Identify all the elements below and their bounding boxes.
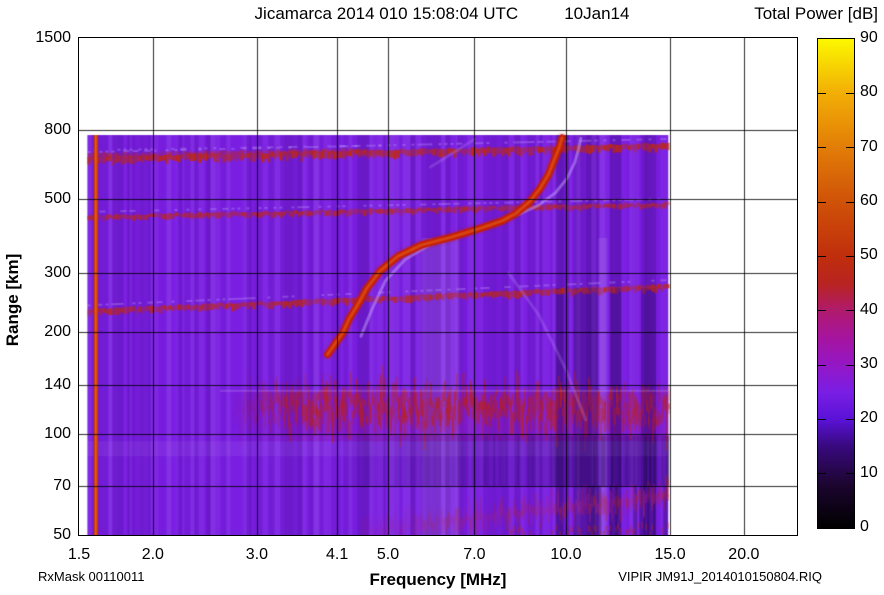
colorbar-tick-mark [846,255,854,257]
colorbar-tick-label: 20 [860,409,878,427]
y-tick-label: 300 [44,264,71,282]
y-tick-label: 50 [53,526,71,543]
colorbar-tick-mark [818,201,826,203]
colorbar-tick-mark [818,364,826,366]
x-tick-label: 5.0 [376,546,400,563]
colorbar-tick-mark [846,364,854,366]
colorbar-tick-mark [846,418,854,420]
colorbar-tick-label: 40 [860,300,878,318]
colorbar-tick-label: 60 [860,192,878,209]
y-tick-label: 1500 [35,29,71,46]
x-axis-label: Frequency [MHz] [369,570,507,589]
colorbar-tick-label: 90 [860,29,878,46]
y-tick-label: 100 [44,424,71,442]
page-title: Jicamarca 2014 010 15:08:04 UTC 10Jan14 [0,4,884,24]
colorbar-tick-mark [846,473,854,475]
colorbar-tick-mark [818,255,826,257]
x-tick-label: 20.0 [728,546,760,563]
colorbar-title: Total Power [dB] [754,4,878,23]
y-tick-label: 200 [44,323,71,341]
y-tick-label: 140 [44,375,71,393]
title-date: 10Jan14 [564,4,630,23]
colorbar-tick-mark [846,201,854,203]
y-tick-label: 70 [53,476,71,494]
colorbar-tick-label: 0 [860,518,869,535]
ionogram-heatmap [79,38,797,535]
x-tick-label: 15.0 [654,546,686,563]
x-tick-label: 7.0 [463,546,486,563]
colorbar-tick-label: 50 [860,246,878,264]
file-id-annotation: VIPIR JM91J_2014010150804.RIQ [618,569,822,584]
x-tick-label: 4.1 [325,546,349,563]
colorbar-tick-mark [846,92,854,94]
x-tick-label: 10.0 [550,546,582,563]
colorbar-tick-label: 10 [860,463,878,481]
colorbar-tick-label: 80 [860,83,878,101]
colorbar-tick-label: 70 [860,137,878,155]
x-tick-label: 1.5 [67,546,91,563]
title-text: Jicamarca 2014 010 15:08:04 UTC [254,4,519,23]
colorbar-tick-label: 30 [860,355,878,372]
rxmask-annotation: RxMask 00110011 [38,569,145,584]
x-tick-label: 3.0 [245,546,269,563]
colorbar-tick-mark [818,418,826,420]
x-tick-label: 2.0 [141,546,164,563]
plot-frame [78,37,798,536]
colorbar [817,38,855,529]
y-tick-label: 500 [44,189,71,207]
colorbar-tick-mark [818,147,826,149]
colorbar-tick-mark [846,147,854,149]
y-tick-label: 800 [44,120,71,138]
colorbar-tick-mark [818,473,826,475]
colorbar-tick-mark [818,310,826,312]
colorbar-tick-mark [818,92,826,94]
colorbar-tick-mark [846,310,854,312]
